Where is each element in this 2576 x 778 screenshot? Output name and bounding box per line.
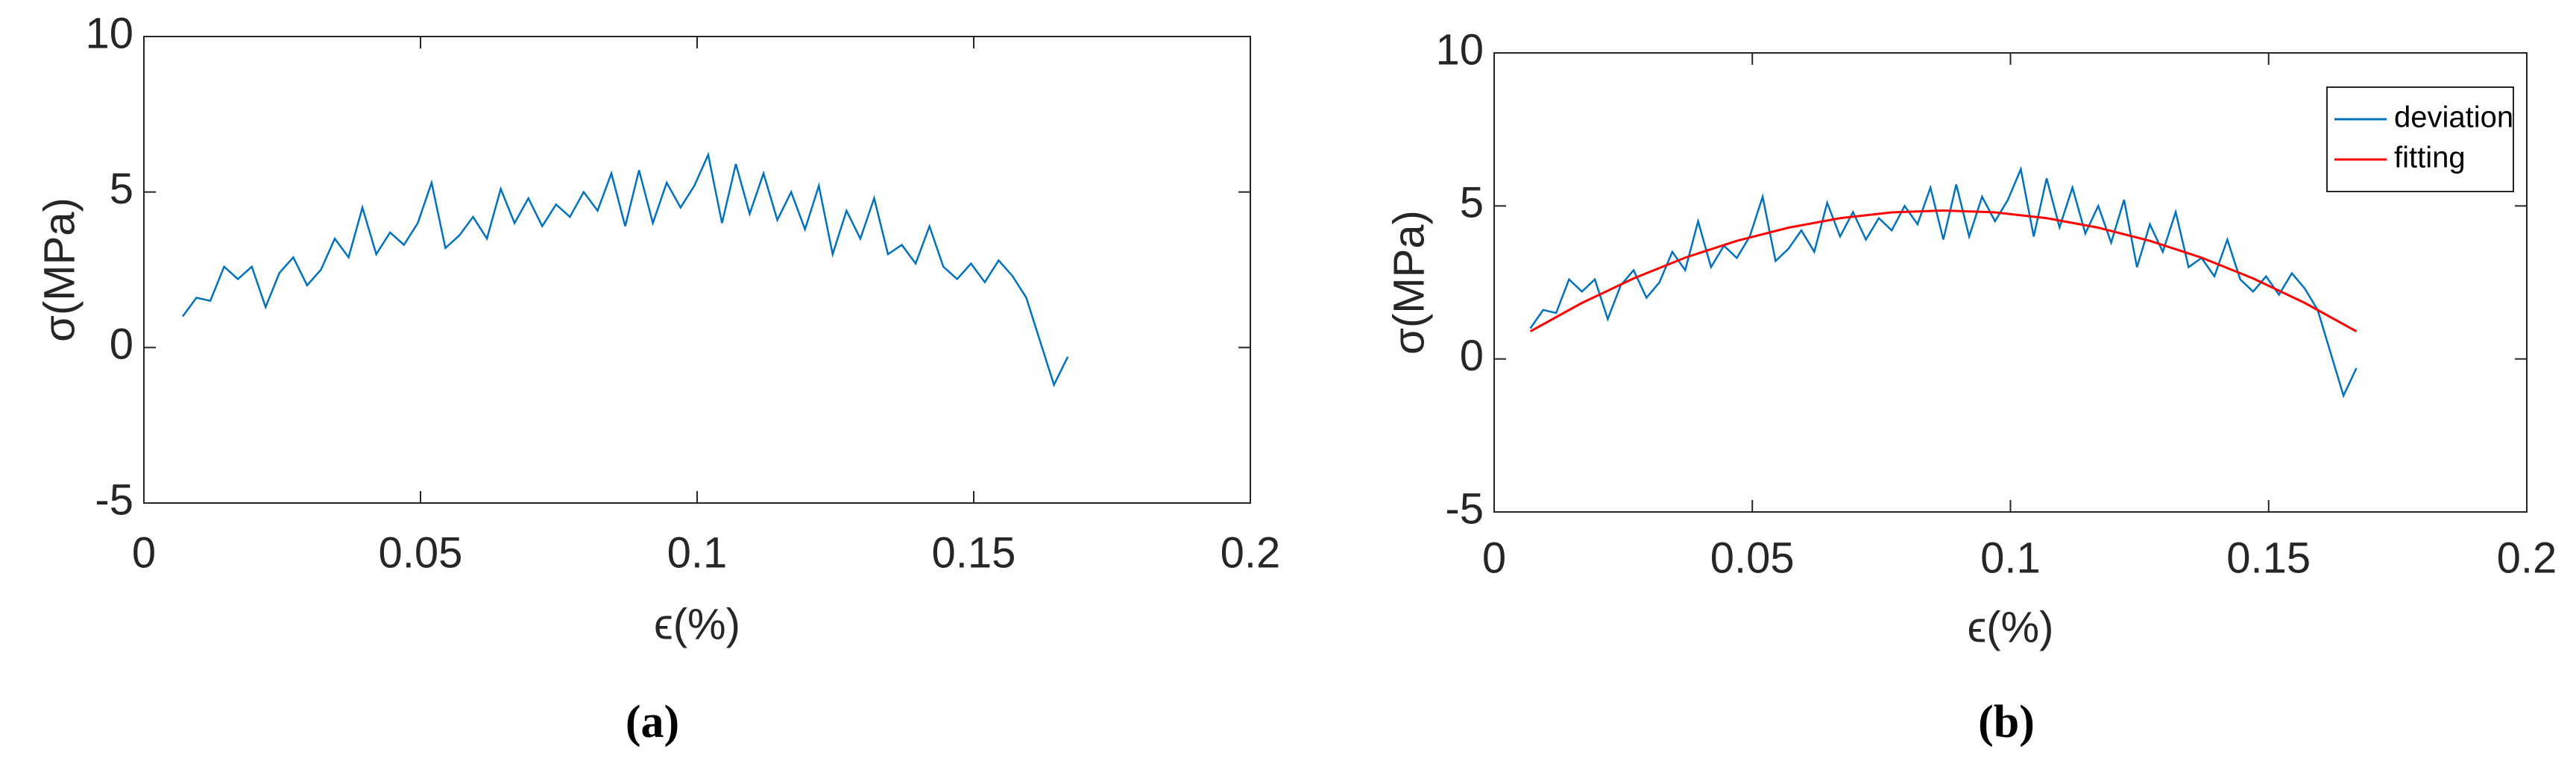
y-tick-label: -5 <box>95 475 133 524</box>
legend-label: deviation <box>2394 101 2513 134</box>
panel-caption: (b) <box>1978 697 2035 747</box>
x-tick-label: 0.15 <box>2226 534 2311 582</box>
x-tick-label: 0.15 <box>932 528 1016 577</box>
legend-label: fitting <box>2394 142 2466 174</box>
y-tick-label: 5 <box>1460 179 1484 227</box>
x-tick-label: 0.05 <box>379 528 463 577</box>
plot-area <box>143 36 1251 504</box>
panel-caption: (a) <box>626 697 679 747</box>
x-axis-label: ϵ(%) <box>1968 603 2054 651</box>
y-axis-label: σ(MPa) <box>1385 210 1433 355</box>
x-tick-label: 0.2 <box>1221 528 1281 577</box>
legend-box <box>2326 86 2514 192</box>
data-line <box>181 151 1069 388</box>
y-tick-label: 10 <box>85 9 133 57</box>
x-tick-label: 0.1 <box>1980 534 2041 582</box>
x-tick-label: 0 <box>132 528 156 577</box>
y-tick-label: 5 <box>110 165 133 213</box>
y-tick-label: -5 <box>1445 484 1484 533</box>
x-tick-label: 0.05 <box>1710 534 1795 582</box>
x-axis-label: ϵ(%) <box>654 600 740 648</box>
y-tick-label: 0 <box>110 320 133 369</box>
x-tick-label: 0 <box>1482 534 1506 582</box>
x-tick-label: 0.2 <box>2497 534 2557 582</box>
y-tick-label: 0 <box>1460 332 1484 380</box>
x-tick-label: 0.1 <box>667 528 728 577</box>
y-tick-label: 10 <box>1435 25 1484 74</box>
data-line <box>1529 209 2358 333</box>
y-axis-label: σ(MPa) <box>35 197 84 342</box>
